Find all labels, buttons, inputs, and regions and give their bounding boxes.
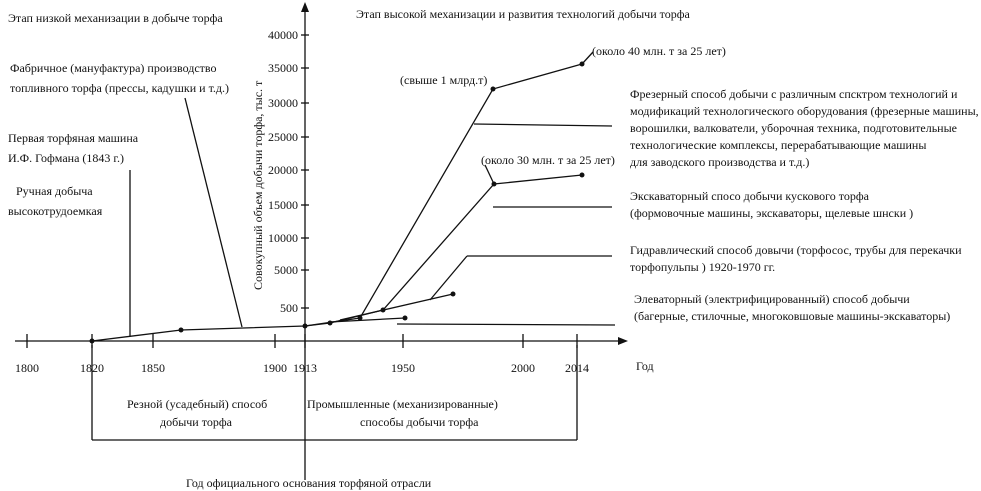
y-tick-label: 40000 bbox=[268, 28, 298, 42]
method-text: Гидравлический способ довычи (торфосос, … bbox=[630, 243, 962, 257]
x-tick-label: 1820 bbox=[80, 361, 104, 375]
method-text: торфопульпы ) 1920-1970 гг. bbox=[630, 260, 775, 274]
method-text: технологические комплексы, перерабатываю… bbox=[630, 138, 926, 152]
method-text: Экскаваторный спосо добычи кускового тор… bbox=[630, 189, 870, 203]
axes bbox=[15, 2, 628, 480]
note: Фабричное (мануфактура) производство bbox=[10, 61, 216, 75]
note: И.Ф. Гофмана (1843 г.) bbox=[8, 151, 124, 165]
x-tick-label: 1913 bbox=[293, 361, 317, 375]
y-tick-label: 500 bbox=[280, 301, 298, 315]
y-tick-label: 25000 bbox=[268, 130, 298, 144]
curves bbox=[89, 61, 585, 344]
annotation: (свыше 1 млрд.т) bbox=[400, 73, 487, 87]
milling-line bbox=[304, 63, 583, 327]
founding: Год официального основания торфяной отра… bbox=[186, 476, 432, 490]
high-stage: Этап высокой механизации и развития техн… bbox=[356, 7, 690, 21]
note: высокотрудоемкая bbox=[8, 204, 103, 218]
low-stage: Этап низкой механизации в добыче торфа bbox=[8, 11, 223, 25]
y-tick-label: 15000 bbox=[268, 198, 298, 212]
y-tick-label: 10000 bbox=[268, 231, 298, 245]
method-text: ворошилки, валкователи, уборочная техник… bbox=[630, 121, 957, 135]
method-text: для заводского производства и т.д.) bbox=[630, 155, 809, 169]
annotation: (около 40 млн. т за 25 лет) bbox=[592, 44, 726, 58]
method-text: модификаций технологического оборудовани… bbox=[630, 104, 979, 118]
note: Первая торфяная машина bbox=[8, 131, 139, 145]
elevator-line bbox=[329, 317, 406, 323]
texts: Этап низкой механизации в добыче торфа Э… bbox=[8, 7, 726, 490]
y-tick-label: 30000 bbox=[268, 96, 298, 110]
x-tick-label: 1800 bbox=[15, 361, 39, 375]
x-tick-label: 1850 bbox=[141, 361, 165, 375]
period: способы добычи торфа bbox=[360, 415, 479, 429]
y-tick-label: 20000 bbox=[268, 163, 298, 177]
y-axis-label: Совокупный объем добычи торфа, тыс. т bbox=[251, 80, 265, 290]
period: добычи торфа bbox=[160, 415, 233, 429]
method-text: Фрезерный способ добычи с различным спск… bbox=[630, 87, 958, 101]
note: Ручная добыча bbox=[16, 184, 93, 198]
y-tick-label: 35000 bbox=[268, 61, 298, 75]
annotation: (около 30 млн. т за 25 лет) bbox=[481, 153, 615, 167]
hydraulic-line bbox=[339, 293, 454, 321]
note: топливного торфа (прессы, кадушки и т.д.… bbox=[10, 81, 229, 95]
leaders bbox=[129, 51, 616, 337]
x-tick-label: 1950 bbox=[391, 361, 415, 375]
x-tick-label: 1900 bbox=[263, 361, 287, 375]
x-axis-label: Год bbox=[636, 359, 654, 373]
bracket bbox=[91, 345, 578, 441]
excavator-line bbox=[329, 174, 583, 324]
x-tick-label: 2014 bbox=[565, 361, 589, 375]
period: Промышленные (механизированные) bbox=[307, 397, 498, 411]
y-arrow bbox=[301, 2, 309, 12]
x-arrow bbox=[618, 337, 628, 345]
period: Резной (усадебный) способ bbox=[127, 397, 267, 411]
trend-line bbox=[91, 322, 331, 342]
x-tick-label: 2000 bbox=[511, 361, 535, 375]
method-text: (формовочные машины, экскаваторы, щелевы… bbox=[630, 206, 913, 220]
y-tick-label: 5000 bbox=[274, 263, 298, 277]
method-text: (багерные, стилочные, многоковшовые маши… bbox=[634, 309, 950, 323]
method-text: Элеваторный (электрифицированный) способ… bbox=[634, 292, 910, 306]
